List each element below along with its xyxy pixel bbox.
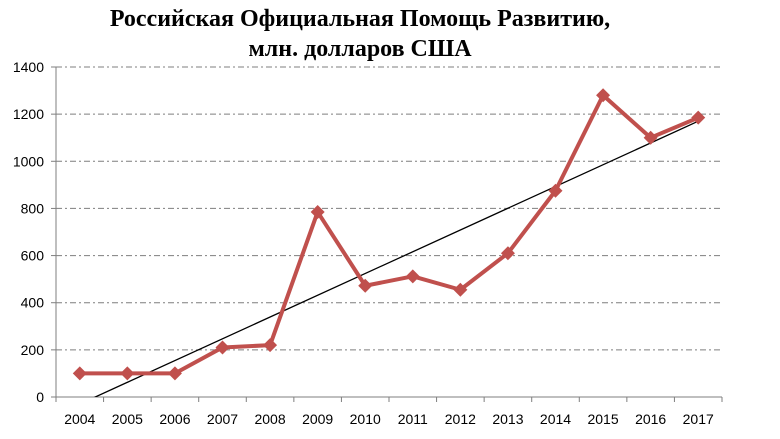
- data-point: [643, 130, 658, 145]
- y-tick-label: 800: [21, 200, 45, 216]
- y-tick-label: 0: [36, 389, 44, 405]
- data-point: [405, 269, 420, 284]
- data-point: [120, 366, 135, 381]
- chart-title: Российская Официальная Помощь Развитию, …: [0, 4, 720, 64]
- x-tick-label: 2016: [635, 411, 666, 427]
- data-point: [263, 338, 278, 353]
- x-tick-label: 2011: [398, 411, 428, 427]
- data-point: [691, 110, 706, 125]
- data-point: [596, 88, 611, 103]
- trendline: [93, 120, 699, 397]
- x-tick-label: 2007: [207, 411, 238, 427]
- x-tick-label: 2010: [350, 411, 381, 427]
- x-tick-label: 2012: [445, 411, 476, 427]
- data-point: [215, 340, 230, 355]
- x-tick-label: 2006: [159, 411, 190, 427]
- x-tick-label: 2015: [587, 411, 618, 427]
- x-tick-label: 2005: [112, 411, 143, 427]
- x-tick-label: 2008: [254, 411, 285, 427]
- y-tick-label: 400: [21, 295, 45, 311]
- data-point: [453, 282, 468, 297]
- data-point: [500, 246, 515, 261]
- data-point: [167, 366, 182, 381]
- chart-title-line-1: Российская Официальная Помощь Развитию,: [109, 6, 611, 32]
- x-tick-label: 2014: [540, 411, 571, 427]
- y-tick-label: 1000: [13, 153, 44, 169]
- series-line: [77, 93, 701, 376]
- data-point: [72, 366, 87, 381]
- x-tick-label: 2013: [492, 411, 523, 427]
- x-tick-label: 2017: [683, 411, 714, 427]
- data-point: [310, 204, 325, 219]
- chart-title-line-2: млн. долларов США: [248, 36, 472, 62]
- x-tick-label: 2004: [64, 411, 95, 427]
- y-tick-label: 1400: [13, 59, 44, 75]
- data-point: [358, 278, 373, 293]
- x-tick-label: 2009: [302, 411, 333, 427]
- y-tick-label: 600: [21, 248, 45, 264]
- y-tick-label: 1200: [13, 106, 44, 122]
- y-tick-label: 200: [21, 342, 45, 358]
- data-point: [548, 183, 563, 198]
